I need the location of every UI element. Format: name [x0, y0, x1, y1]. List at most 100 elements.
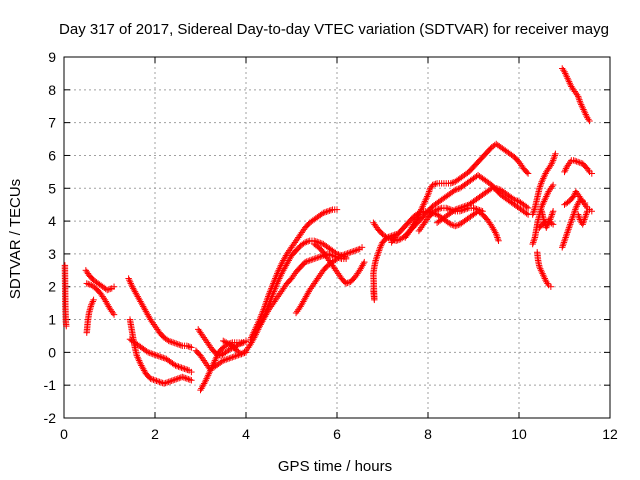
data-point-interp: [450, 207, 457, 214]
data-point: [170, 339, 177, 346]
data-point-interp: [185, 375, 192, 383]
data-point-interp: [309, 256, 316, 263]
data-point-interp: [182, 366, 190, 373]
data-point-interp: [418, 208, 426, 215]
y-tick-label: 4: [48, 213, 56, 229]
data-point-interp: [494, 185, 501, 193]
data-point-interp: [476, 206, 483, 214]
data-point: [188, 368, 195, 376]
x-tick-label: 8: [424, 426, 432, 442]
data-point-interp: [444, 205, 451, 212]
data-point-interp: [530, 237, 537, 244]
data-point-interp: [530, 209, 537, 217]
data-point: [176, 363, 184, 371]
data-point: [183, 375, 191, 382]
data-point-interp: [394, 237, 401, 244]
data-point-interp: [458, 207, 465, 214]
data-point: [374, 250, 382, 258]
data-point-interp: [173, 362, 181, 370]
data-point-interp: [157, 379, 165, 386]
data-point: [561, 237, 568, 244]
data-point-interp: [148, 350, 155, 357]
data-point-interp: [241, 348, 248, 356]
data-point: [529, 240, 536, 248]
data-point-interp: [471, 205, 479, 212]
data-point: [104, 286, 111, 294]
data-point: [181, 365, 188, 372]
data-point-interp: [153, 377, 160, 385]
data-point-interp: [432, 180, 439, 188]
data-point-interp: [435, 205, 442, 213]
data-point-interp: [551, 152, 559, 159]
data-point: [158, 354, 166, 361]
data-point-interp: [166, 378, 174, 385]
data-point-interp: [176, 341, 183, 348]
data-point-interp: [168, 338, 175, 346]
data-point-interp: [385, 234, 392, 242]
data-point: [156, 378, 163, 386]
data-point-interp: [178, 364, 185, 371]
data-point-interp: [162, 379, 169, 387]
data-point: [179, 373, 186, 381]
data-point: [329, 252, 336, 259]
data-point-interp: [314, 254, 321, 261]
data-point: [574, 158, 582, 166]
chart-title: Day 317 of 2017, Sidereal Day-to-day VTE…: [59, 21, 609, 38]
data-point-interp: [563, 232, 570, 240]
x-tick-label: 4: [242, 426, 250, 442]
data-point-interp: [303, 238, 310, 246]
data-point-interp: [180, 374, 188, 381]
data-point: [511, 196, 518, 203]
y-tick-label: 3: [48, 246, 56, 262]
data-point-interp: [348, 248, 356, 255]
data-point-interp: [154, 378, 162, 385]
data-point-interp: [323, 208, 330, 215]
data-point-interp: [175, 363, 182, 370]
data-point: [447, 206, 454, 213]
data-point: [170, 377, 177, 384]
data-point-interp: [339, 251, 347, 259]
y-tick-label: 7: [48, 115, 56, 131]
data-point: [443, 204, 450, 212]
data-point-interp: [561, 235, 569, 243]
data-point: [524, 170, 532, 177]
data-point-interp: [176, 374, 183, 382]
data-point: [529, 211, 536, 218]
data-point-interp: [462, 205, 470, 213]
data-point-interp: [576, 159, 583, 166]
data-point-interp: [560, 239, 568, 246]
data-point-interp: [85, 280, 92, 288]
data-point: [83, 280, 90, 287]
data-point: [165, 337, 172, 345]
data-point-interp: [459, 206, 467, 214]
grid-lines: [64, 57, 610, 418]
data-point-interp: [344, 250, 351, 257]
data-point: [165, 378, 172, 386]
y-tick-label: 9: [48, 49, 56, 65]
data-point: [495, 237, 502, 244]
data-point: [154, 352, 161, 359]
data-point: [565, 224, 573, 231]
data-point: [229, 354, 236, 361]
y-tick-label: 5: [48, 180, 56, 196]
data-point-interp: [567, 219, 574, 226]
data-point: [226, 345, 234, 353]
data-point: [242, 338, 250, 346]
data-point-interp: [531, 235, 538, 243]
y-tick-labels: -2 -1 0 1 2 3 4 5 6 7 8 9: [44, 49, 57, 426]
data-point: [320, 209, 327, 217]
data-point: [315, 253, 322, 261]
data-point-interp: [446, 205, 453, 213]
data-point-interp: [473, 205, 480, 213]
data-point: [63, 322, 70, 330]
data-point-interp: [580, 219, 587, 226]
x-tick-label: 12: [602, 426, 618, 442]
data-point-interp: [166, 338, 174, 345]
data-point: [586, 206, 593, 213]
x-tick-label: 6: [333, 426, 341, 442]
data-point-interp: [321, 209, 329, 216]
axis-ticks: [63, 56, 611, 419]
data-point-interp: [182, 374, 189, 382]
data-point-interp: [168, 377, 175, 385]
